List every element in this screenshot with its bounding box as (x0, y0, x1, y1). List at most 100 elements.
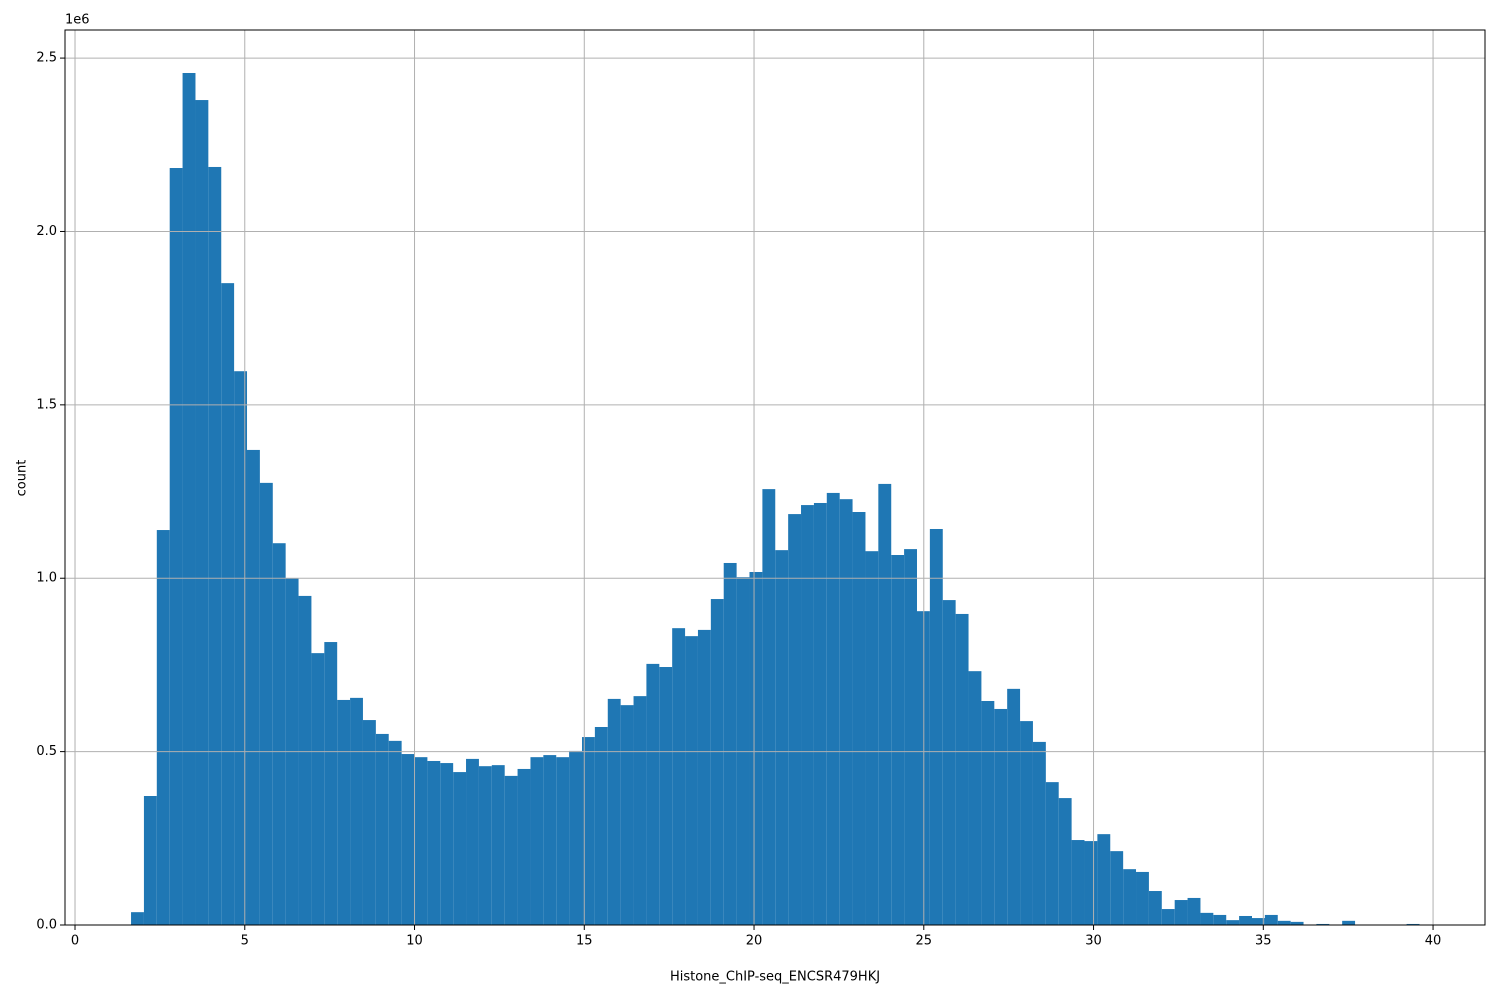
bar (362, 720, 376, 925)
x-tick-label: 20 (746, 934, 763, 949)
bar (491, 765, 505, 925)
bar (852, 512, 866, 925)
bar (1148, 891, 1162, 925)
bar (427, 760, 441, 925)
bar (504, 775, 518, 925)
x-tick-label: 35 (1255, 934, 1272, 949)
bar (1406, 923, 1420, 925)
bar (878, 483, 892, 925)
x-tick-label: 10 (406, 934, 423, 949)
bar (247, 449, 260, 925)
bar (723, 562, 737, 925)
y-tick-label: 0.5 (36, 744, 57, 759)
bar (375, 733, 389, 925)
bar (1316, 923, 1330, 925)
bar (594, 726, 608, 925)
x-tick-label: 25 (916, 934, 933, 949)
plot-frame (64, 29, 1486, 926)
bar (169, 168, 183, 926)
bar (143, 796, 157, 925)
bar (1097, 834, 1111, 925)
bar (440, 763, 454, 925)
bar (131, 912, 144, 925)
x-axis-label: Histone_ChIP-seq_ENCSR479HKJ (670, 970, 880, 985)
x-tick-label: 30 (1085, 934, 1102, 949)
bar (607, 698, 621, 925)
bar (1174, 900, 1188, 925)
bar (221, 283, 235, 925)
bar (697, 629, 711, 925)
bar (736, 577, 750, 925)
y-tick-label: 0.0 (36, 918, 57, 933)
y-axis-label: count (15, 460, 30, 497)
x-tick-label: 5 (241, 934, 249, 949)
y-tick-label: 2.0 (36, 224, 57, 239)
bar (414, 757, 428, 925)
bar (1226, 920, 1240, 925)
bar (620, 705, 634, 925)
bar (994, 708, 1008, 925)
bar (543, 755, 557, 925)
bar (749, 571, 763, 925)
bar (478, 766, 492, 925)
x-tick-label: 0 (71, 934, 79, 949)
bar (981, 700, 995, 925)
bar (453, 772, 467, 925)
bar (646, 663, 660, 925)
bar (1290, 921, 1304, 925)
bar (311, 653, 325, 925)
bar (350, 697, 363, 925)
bar (685, 636, 698, 925)
bar (1251, 918, 1265, 925)
bar (1058, 798, 1072, 925)
bar (775, 550, 789, 925)
x-tick-label: 15 (576, 934, 593, 949)
bar (582, 737, 595, 925)
bar (1342, 920, 1356, 925)
y-tick-label: 1.0 (36, 571, 57, 586)
bar (1007, 688, 1021, 925)
bar (1239, 915, 1252, 925)
y-tick-label: 2.5 (36, 51, 57, 66)
bar (1045, 782, 1059, 925)
bar (298, 595, 312, 925)
bar (929, 528, 943, 925)
bar (259, 482, 273, 925)
bar (672, 628, 686, 925)
bar (801, 505, 814, 925)
bar (1136, 871, 1149, 925)
bar (891, 555, 905, 925)
bar (272, 543, 286, 925)
bar (865, 551, 879, 925)
bar (556, 757, 570, 925)
bar (1264, 914, 1278, 925)
bar (208, 166, 222, 925)
bar (324, 642, 338, 925)
bar (530, 757, 544, 925)
bar (517, 768, 531, 925)
bar (788, 514, 802, 925)
bar (1187, 897, 1201, 925)
y-tick-label: 1.5 (36, 397, 57, 412)
bar (942, 600, 956, 925)
y-offset-label: 1e6 (65, 13, 90, 28)
bar (1110, 851, 1124, 925)
bar (466, 758, 479, 925)
bar (955, 613, 969, 925)
bar (401, 754, 415, 925)
bar (337, 699, 351, 925)
bar (1213, 914, 1227, 925)
bar (1161, 909, 1175, 925)
bar (156, 530, 170, 925)
bar (1032, 741, 1046, 925)
bar (826, 492, 840, 925)
bar (1084, 841, 1098, 925)
x-tick-label: 40 (1425, 934, 1442, 949)
bar (1123, 869, 1137, 925)
bar (1020, 721, 1033, 925)
bar (1071, 840, 1085, 925)
bar (659, 667, 673, 925)
bar (633, 696, 647, 925)
